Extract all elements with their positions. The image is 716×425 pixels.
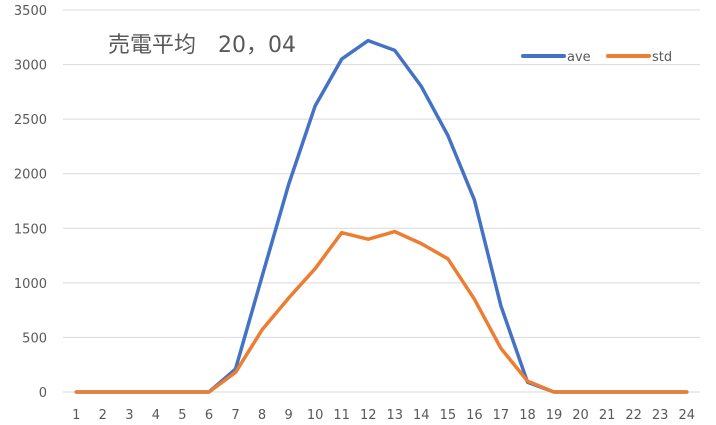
x-tick-label: 9 xyxy=(284,408,292,423)
x-tick-label: 12 xyxy=(360,408,377,423)
y-tick-label: 2500 xyxy=(14,113,47,128)
x-tick-label: 5 xyxy=(178,408,186,423)
y-tick-label: 2000 xyxy=(14,168,47,183)
x-tick-label: 17 xyxy=(493,408,510,423)
y-tick-label: 1500 xyxy=(14,222,47,237)
series-line-std xyxy=(74,229,689,394)
x-tick-label: 15 xyxy=(440,408,457,423)
x-tick-label: 20 xyxy=(572,408,589,423)
legend: ave std xyxy=(521,50,672,65)
x-tick-label: 1 xyxy=(72,408,80,423)
x-tick-label: 22 xyxy=(625,408,642,423)
y-tick-label: 3500 xyxy=(14,4,47,19)
x-tick-label: 8 xyxy=(258,408,266,423)
x-tick-label: 21 xyxy=(599,408,616,423)
legend-label-ave: ave xyxy=(567,50,591,65)
y-axis-tick-labels: 0 500 1000 1500 2000 2500 3000 3500 xyxy=(14,4,47,401)
y-tick-label: 500 xyxy=(22,331,47,346)
x-tick-label: 18 xyxy=(519,408,536,423)
x-tick-label: 13 xyxy=(386,408,403,423)
series-lines xyxy=(74,38,689,394)
x-tick-label: 7 xyxy=(231,408,239,423)
x-axis-tick-labels: 1 2 3 4 5 6 7 8 9 10 11 12 13 14 15 16 17 18 19 20 21 22 23 24 xyxy=(72,408,695,423)
x-tick-label: 6 xyxy=(205,408,213,423)
x-tick-label: 4 xyxy=(152,408,160,423)
x-tick-label: 2 xyxy=(99,408,107,423)
y-tick-label: 0 xyxy=(39,386,47,401)
series-line-ave xyxy=(74,38,689,394)
x-tick-label: 3 xyxy=(125,408,133,423)
x-tick-label: 23 xyxy=(652,408,669,423)
y-tick-label: 1000 xyxy=(14,277,47,292)
x-tick-label: 24 xyxy=(678,408,695,423)
x-tick-label: 10 xyxy=(307,408,324,423)
x-tick-label: 16 xyxy=(466,408,483,423)
x-tick-label: 11 xyxy=(333,408,350,423)
y-tick-label: 3000 xyxy=(14,59,47,74)
gridlines xyxy=(63,9,700,393)
x-tick-label: 19 xyxy=(546,408,563,423)
legend-label-std: std xyxy=(652,50,672,65)
chart-title: 売電平均 20，04 xyxy=(108,33,296,58)
x-tick-label: 14 xyxy=(413,408,430,423)
